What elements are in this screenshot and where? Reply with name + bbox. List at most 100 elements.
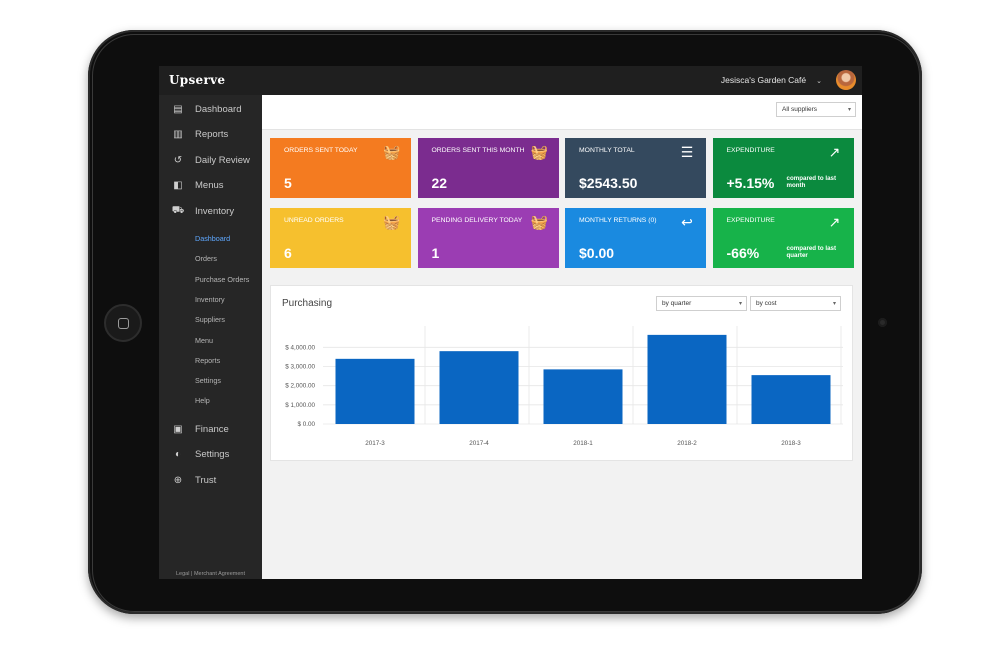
stat-card-value: 22 bbox=[431, 175, 448, 191]
avatar[interactable] bbox=[836, 70, 856, 90]
sidebar-subitem-purchase-orders[interactable]: Purchase Orders bbox=[195, 274, 250, 284]
stat-card-label: PENDING DELIVERY TODAY bbox=[431, 217, 523, 224]
stat-card-value: 5 bbox=[284, 175, 292, 191]
stat-card[interactable]: MONTHLY RETURNS (0) $0.00 ↩ bbox=[565, 208, 706, 268]
sidebar-item-settings[interactable]: ◐ Settings bbox=[159, 443, 262, 467]
sidebar-subitem-suppliers[interactable]: Suppliers bbox=[195, 315, 225, 325]
sidebar-item-label: Settings bbox=[195, 449, 230, 460]
stat-card-note: compared to last month bbox=[786, 175, 837, 189]
front-camera bbox=[878, 318, 887, 327]
sidebar-subitem-settings[interactable]: Settings bbox=[195, 376, 221, 386]
stat-card[interactable]: EXPENDITURE +5.15% ↗ compared to last month bbox=[712, 138, 854, 198]
sidebar-subitem-inventory[interactable]: Inventory bbox=[195, 294, 225, 304]
y-tick-label: $ 4,000.00 bbox=[285, 344, 315, 351]
stat-card-label: EXPENDITURE bbox=[726, 217, 775, 224]
home-square-icon bbox=[118, 318, 129, 329]
sidebar-item-dashboard[interactable]: ▤ Dashboard bbox=[159, 97, 262, 121]
metric-select[interactable]: by cost ▾ bbox=[750, 296, 841, 311]
account-switcher[interactable]: Jesisca's Garden Café ⌄ bbox=[721, 75, 822, 85]
period-select-value: by quarter bbox=[662, 300, 692, 307]
x-tick-label: 2018-1 bbox=[573, 440, 593, 447]
sidebar-subitem-reports[interactable]: Reports bbox=[195, 355, 221, 365]
bar-2018-2[interactable] bbox=[647, 334, 727, 424]
basket-clock-icon: 🧺 bbox=[530, 214, 549, 230]
stat-card[interactable]: ORDERS SENT THIS MONTH 22 🧺 bbox=[417, 138, 559, 198]
x-tick-label: 2018-2 bbox=[677, 440, 697, 447]
x-tick-label: 2017-4 bbox=[469, 440, 489, 447]
chevron-down-icon: ⌄ bbox=[816, 78, 822, 85]
stat-card-value: +5.15% bbox=[726, 175, 775, 191]
crosshair-icon: ⊕ bbox=[173, 474, 183, 486]
sidebar-item-menus[interactable]: ◧ Menus bbox=[159, 174, 262, 198]
sidebar: ▤ Dashboard ▥ Reports ↺ Daily Review ◧ Menus ⛟ In… bbox=[159, 95, 262, 579]
filter-bar: All suppliers ▾ bbox=[262, 95, 862, 130]
stat-card[interactable]: EXPENDITURE -66% ↗ compared to last quarter bbox=[712, 208, 854, 268]
home-button[interactable] bbox=[104, 304, 142, 342]
stat-card[interactable]: PENDING DELIVERY TODAY 1 🧺 bbox=[417, 208, 559, 268]
list-icon: ☰ bbox=[680, 144, 694, 160]
stat-card-value: 1 bbox=[431, 245, 440, 261]
stat-card[interactable]: ORDERS SENT TODAY 5 🧺 bbox=[270, 138, 411, 198]
caret-down-icon: ▾ bbox=[832, 301, 836, 307]
sidebar-item-reports[interactable]: ▥ Reports bbox=[159, 123, 262, 147]
bar-2018-1[interactable] bbox=[543, 369, 623, 424]
stat-card[interactable]: MONTHLY TOTAL $2543.50 ☰ bbox=[565, 138, 706, 198]
supplier-select-value: All suppliers bbox=[782, 106, 818, 113]
period-select[interactable]: by quarter ▾ bbox=[656, 296, 747, 311]
top-bar: Upserve Jesisca's Garden Café ⌄ bbox=[159, 66, 862, 95]
dashboard-icon: ▤ bbox=[173, 103, 183, 115]
stat-card-label: EXPENDITURE bbox=[726, 147, 775, 154]
sidebar-subitem-orders[interactable]: Orders bbox=[195, 254, 217, 264]
y-tick-label: $ 1,000.00 bbox=[285, 402, 315, 409]
bar-2017-3[interactable] bbox=[335, 358, 415, 424]
bar-2018-3[interactable] bbox=[751, 375, 831, 424]
sidebar-subitem-help[interactable]: Help bbox=[195, 396, 210, 406]
y-tick-label: $ 0.00 bbox=[297, 421, 315, 428]
stat-card-label: MONTHLY TOTAL bbox=[579, 147, 635, 154]
stat-card-label: UNREAD ORDERS bbox=[284, 217, 344, 224]
history-icon: ↺ bbox=[173, 154, 183, 166]
stat-card-label: ORDERS SENT TODAY bbox=[284, 147, 358, 154]
panel-title: Purchasing bbox=[282, 298, 333, 309]
main-content: All suppliers ▾ ORDERS SENT TODAY 5 🧺 ORDER… bbox=[262, 95, 862, 579]
truck-icon: ⛟ bbox=[171, 204, 185, 216]
stat-card-value: -66% bbox=[726, 245, 760, 261]
sidebar-item-label: Menus bbox=[195, 180, 224, 191]
purchasing-chart: $ 0.00 $ 1,000.00 $ 2,000.00 $ 3,000.00 $ 4,… bbox=[285, 326, 843, 447]
stat-card-value: 6 bbox=[284, 245, 292, 261]
toggle-icon: ◐ bbox=[174, 449, 182, 460]
x-tick-label: 2017-3 bbox=[365, 440, 385, 447]
trend-icon: ↗ bbox=[828, 214, 841, 230]
caret-down-icon: ▾ bbox=[847, 107, 851, 113]
basket-send-icon: 🧺 bbox=[530, 144, 549, 160]
caret-down-icon: ▾ bbox=[738, 301, 742, 307]
y-tick-label: $ 2,000.00 bbox=[285, 383, 315, 390]
sidebar-item-trust[interactable]: ⊕ Trust bbox=[159, 468, 262, 492]
stat-card-value: $0.00 bbox=[579, 245, 615, 261]
sidebar-item-label: Dashboard bbox=[195, 103, 242, 115]
sidebar-item-label: Trust bbox=[195, 474, 217, 486]
sidebar-item-finance[interactable]: ▣ Finance bbox=[159, 417, 262, 441]
bar-chart-icon: ▥ bbox=[173, 129, 183, 140]
app-screen: Upserve Jesisca's Garden Café ⌄ ▤ Dashboar… bbox=[159, 66, 862, 579]
y-tick-label: $ 3,000.00 bbox=[285, 364, 315, 371]
stat-card-label: ORDERS SENT THIS MONTH bbox=[431, 147, 525, 154]
stat-card-value: $2543.50 bbox=[579, 175, 638, 191]
sidebar-item-inventory[interactable]: ⛟ Inventory bbox=[159, 199, 262, 223]
metric-select-value: by cost bbox=[756, 300, 777, 307]
dollar-icon: ▣ bbox=[173, 423, 183, 435]
supplier-select[interactable]: All suppliers ▾ bbox=[776, 102, 856, 117]
trend-icon: ↗ bbox=[828, 144, 841, 160]
reply-icon: ↩ bbox=[681, 214, 693, 230]
sidebar-item-label: Finance bbox=[195, 423, 229, 435]
book-icon: ◧ bbox=[173, 180, 183, 191]
basket-send-icon: 🧺 bbox=[383, 144, 401, 160]
stat-card[interactable]: UNREAD ORDERS 6 🧺 bbox=[270, 208, 411, 268]
legal-links[interactable]: Legal | Merchant Agreement bbox=[176, 571, 245, 577]
sidebar-subitem-dashboard[interactable]: Dashboard bbox=[195, 234, 231, 243]
sidebar-item-daily-review[interactable]: ↺ Daily Review bbox=[159, 148, 262, 172]
sidebar-subitem-menu[interactable]: Menu bbox=[195, 335, 213, 345]
app-logo[interactable]: Upserve bbox=[169, 73, 226, 87]
stat-card-label: MONTHLY RETURNS (0) bbox=[579, 217, 657, 224]
bar-2017-4[interactable] bbox=[439, 351, 519, 424]
